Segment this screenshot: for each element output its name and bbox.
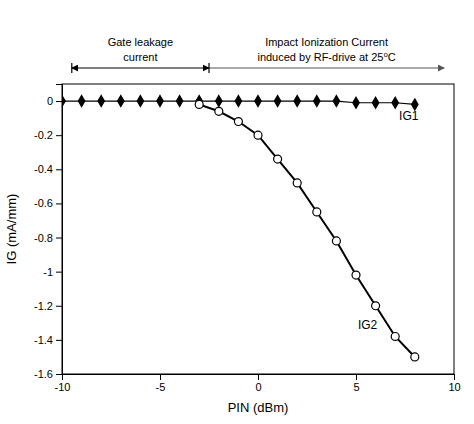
y-tick-mark [56, 169, 62, 170]
y-tick: -0.8 [34, 232, 62, 244]
x-tick-label: 5 [353, 381, 359, 393]
region-divider [71, 63, 72, 73]
region-label: current [123, 51, 157, 63]
series-point [372, 302, 380, 310]
series-point [392, 97, 398, 108]
region-divider [208, 63, 209, 73]
region-label: Impact Ionization Current [265, 36, 388, 48]
series-point [118, 95, 124, 106]
y-tick: -1.4 [34, 334, 62, 346]
x-axis-line [63, 375, 455, 381]
y-tick-mark [56, 135, 62, 136]
series [195, 100, 419, 360]
y-tick-label: 0 [47, 95, 53, 107]
series-point [254, 131, 262, 139]
x-tick: -5 [156, 374, 166, 393]
y-tick-label: -0.2 [34, 129, 53, 141]
y-tick-mark [56, 374, 62, 375]
series-point [157, 95, 163, 106]
region-annotation: Impact Ionization Current induced by RF-d… [209, 36, 444, 73]
series-point [313, 208, 321, 216]
y-tick-label: -1.4 [34, 334, 53, 346]
y-tick: -1.2 [34, 300, 62, 312]
y-tick: -0.2 [34, 129, 62, 141]
y-tick-mark [56, 101, 62, 102]
x-tick-mark [356, 374, 357, 380]
region-label: Gate leakage [108, 36, 173, 48]
x-tick-label: -5 [156, 381, 166, 393]
y-tick-label: -1.2 [34, 300, 53, 312]
series-point [255, 95, 261, 106]
series-point [411, 353, 419, 361]
series-point [391, 332, 399, 340]
series-point [235, 95, 241, 106]
series-line [199, 104, 415, 356]
y-tick: -1 [43, 266, 62, 278]
region-label: induced by RF-drive at 25⁰C [257, 51, 395, 63]
plot-area [62, 95, 419, 360]
y-tick-mark [56, 238, 62, 239]
series-point [294, 95, 300, 106]
x-tick: 5 [353, 374, 359, 393]
region-arrow [209, 68, 444, 69]
y-tick-label: -0.8 [34, 232, 53, 244]
series-point [274, 95, 280, 106]
y-tick-label: -0.6 [34, 197, 53, 209]
x-tick-label: 10 [448, 381, 460, 393]
y-axis-title: IG (mA/mm) [4, 194, 19, 265]
x-tick: 10 [448, 374, 460, 393]
x-tick-mark [160, 374, 161, 380]
series-point [234, 118, 242, 126]
y-tick: -0.6 [34, 197, 62, 209]
x-tick-mark [454, 374, 455, 380]
plot-frame [62, 84, 454, 374]
series-point [333, 95, 339, 106]
x-tick-label: 0 [255, 381, 261, 393]
series-point [352, 271, 360, 279]
series-point [215, 107, 223, 115]
series-point [332, 237, 340, 245]
series-point [137, 95, 143, 106]
y-tick-mark [56, 272, 62, 273]
x-axis-title: PIN (dBm) [228, 400, 289, 415]
x-axis: -10 -5 0 5 10 [55, 374, 461, 393]
series-label: IG2 [358, 318, 378, 332]
y-axis-line [56, 85, 63, 375]
series-point [62, 95, 65, 106]
y-tick-mark [56, 340, 62, 341]
series-point [98, 95, 104, 106]
series-point [314, 95, 320, 106]
y-tick-label: -1 [43, 266, 53, 278]
y-tick: -0.4 [34, 163, 62, 175]
series-point [195, 100, 203, 108]
series-point [353, 97, 359, 108]
series-point [372, 97, 378, 108]
series-point [274, 155, 282, 163]
series-point [176, 95, 182, 106]
series [62, 95, 418, 110]
chart: -10 -5 0 5 10 0 -0.2 -0.4 -0.6 -0.8 -1 -1.2 -1.4 -1.6… [0, 0, 474, 424]
region-annotation: Gate leakage current [72, 36, 209, 73]
series-point [293, 179, 301, 187]
y-tick-mark [56, 306, 62, 307]
x-tick: -10 [55, 374, 71, 393]
series-label: IG1 [399, 109, 419, 123]
x-tick: 0 [255, 374, 261, 393]
y-tick: 0 [47, 95, 62, 107]
x-tick-mark [258, 374, 259, 380]
series-point [78, 95, 84, 106]
x-tick-label: -10 [55, 381, 71, 393]
region-arrow [72, 68, 209, 69]
series-point [216, 95, 222, 106]
y-tick: -1.6 [34, 368, 62, 380]
y-axis: 0 -0.2 -0.4 -0.6 -0.8 -1 -1.2 -1.4 -1.6 [34, 85, 62, 381]
y-tick-label: -1.6 [34, 368, 53, 380]
y-tick-mark [56, 203, 62, 204]
y-tick-label: -0.4 [34, 163, 53, 175]
